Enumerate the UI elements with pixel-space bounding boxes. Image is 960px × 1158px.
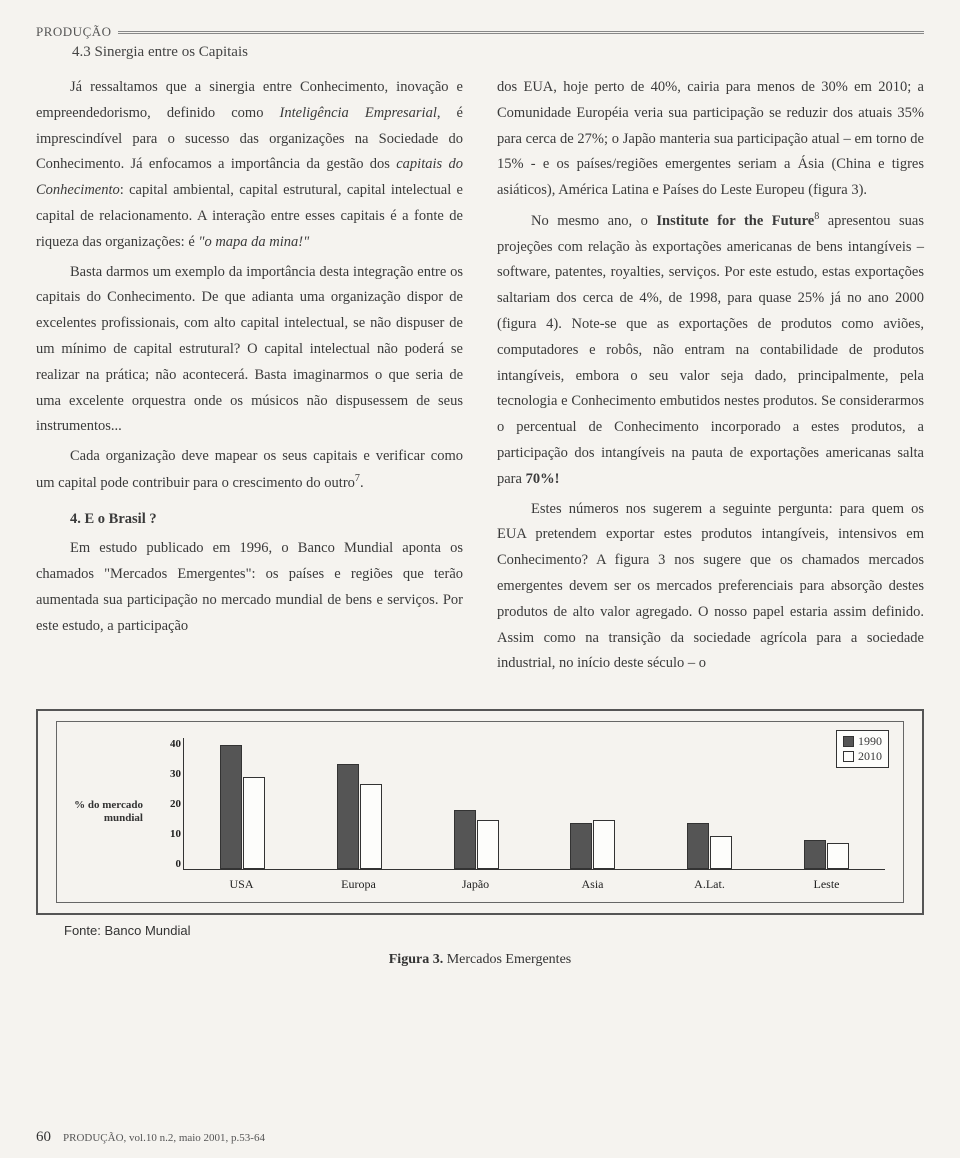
chart-source: Fonte: Banco Mundial bbox=[64, 923, 924, 938]
bar bbox=[710, 836, 732, 869]
y-ticks: 403020100 bbox=[157, 738, 181, 870]
para: Cada organização deve mapear os seus cap… bbox=[36, 444, 463, 496]
footer-ref: PRODUÇÃO, vol.10 n.2, maio 2001, p.53-64 bbox=[63, 1132, 265, 1144]
journal-name: PRODUÇÃO bbox=[36, 24, 112, 40]
bar bbox=[220, 745, 242, 869]
x-labels: USAEuropaJapãoAsiaA.Lat.Leste bbox=[183, 877, 885, 892]
figure-caption: Figura 3. Mercados Emergentes bbox=[36, 952, 924, 968]
para: Basta darmos um exemplo da importância d… bbox=[36, 260, 463, 441]
footer: 60 PRODUÇÃO, vol.10 n.2, maio 2001, p.53… bbox=[36, 1129, 265, 1146]
para: Estes números nos sugerem a seguinte per… bbox=[497, 497, 924, 678]
header-line: PRODUÇÃO bbox=[36, 24, 924, 40]
header-rule bbox=[118, 31, 924, 34]
bars-row bbox=[183, 738, 885, 870]
bar bbox=[593, 820, 615, 869]
plot-area: 403020100 USAEuropaJapãoAsiaA.Lat.Leste bbox=[157, 732, 889, 892]
bar bbox=[454, 810, 476, 869]
chart-inner: % do mercado mundial 403020100 USAEuropa… bbox=[56, 721, 904, 903]
bar bbox=[827, 843, 849, 869]
text-columns: Já ressaltamos que a sinergia entre Conh… bbox=[36, 75, 924, 681]
para: Já ressaltamos que a sinergia entre Conh… bbox=[36, 75, 463, 256]
right-column: dos EUA, hoje perto de 40%, cairia para … bbox=[497, 75, 924, 681]
axis-area bbox=[183, 738, 885, 870]
page-number: 60 bbox=[36, 1129, 51, 1146]
bar bbox=[804, 840, 826, 869]
bar bbox=[477, 820, 499, 869]
para: No mesmo ano, o Institute for the Future… bbox=[497, 208, 924, 493]
left-column: Já ressaltamos que a sinergia entre Conh… bbox=[36, 75, 463, 681]
para: Em estudo publicado em 1996, o Banco Mun… bbox=[36, 536, 463, 639]
subhead: 4. E o Brasil ? bbox=[36, 507, 463, 533]
para: dos EUA, hoje perto de 40%, cairia para … bbox=[497, 75, 924, 204]
legend: 19902010 bbox=[836, 730, 889, 768]
bar bbox=[687, 823, 709, 869]
bar bbox=[360, 784, 382, 869]
bar bbox=[337, 764, 359, 869]
chart-frame: % do mercado mundial 403020100 USAEuropa… bbox=[36, 709, 924, 915]
section-title: 4.3 Sinergia entre os Capitais bbox=[72, 44, 924, 61]
bar bbox=[243, 777, 265, 869]
bar bbox=[570, 823, 592, 869]
y-axis-label: % do mercado mundial bbox=[71, 799, 143, 825]
